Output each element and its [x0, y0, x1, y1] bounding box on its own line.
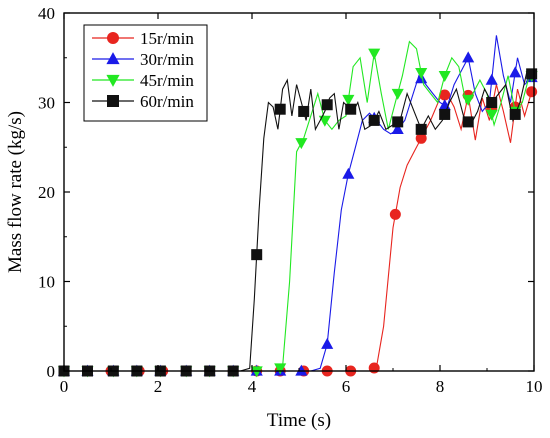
data-point	[486, 97, 498, 108]
legend-marker	[106, 74, 120, 87]
data-point	[526, 86, 538, 98]
data-point	[392, 116, 404, 128]
legend-marker	[107, 95, 119, 107]
data-point	[318, 115, 331, 127]
legend-marker	[107, 32, 119, 44]
data-point	[274, 103, 286, 115]
data-point	[462, 94, 475, 106]
legend-label: 15r/min	[140, 29, 194, 48]
data-point	[295, 364, 308, 376]
data-point	[295, 138, 308, 150]
data-point	[439, 89, 451, 101]
y-tick-label: 40	[38, 4, 55, 23]
legend-label: 30r/min	[140, 50, 194, 69]
y-tick-label: 30	[38, 94, 55, 113]
legend-item-45r/min: 45r/min	[92, 71, 194, 90]
x-tick-label: 10	[526, 377, 543, 396]
data-point	[526, 68, 538, 80]
axes-layer: 0 2 4 6 8 10 0 10 20 30 40	[38, 4, 543, 396]
data-point	[298, 105, 310, 117]
legend-item-60r/min: 60r/min	[92, 92, 194, 111]
data-point	[485, 109, 498, 121]
data-point	[251, 249, 263, 261]
data-point	[415, 132, 427, 144]
series-15r/min	[58, 84, 538, 377]
series-line	[64, 84, 533, 372]
y-tick-label: 20	[38, 183, 55, 202]
data-point	[321, 99, 333, 111]
data-point	[321, 337, 334, 349]
x-tick-label: 0	[60, 377, 69, 396]
data-point	[368, 48, 381, 60]
data-point	[368, 362, 380, 374]
legend-marker	[106, 52, 120, 65]
x-tick-label: 4	[248, 377, 257, 396]
legend-label: 60r/min	[140, 92, 194, 111]
data-point	[391, 123, 404, 135]
data-point	[438, 70, 451, 82]
data-point	[342, 94, 355, 106]
data-point	[391, 88, 404, 100]
x-axis-title: Time (s)	[267, 410, 331, 431]
data-point	[462, 51, 475, 63]
y-tick-label: 10	[38, 273, 55, 292]
x-tick-label: 8	[436, 377, 445, 396]
data-point	[345, 103, 357, 115]
data-point	[274, 363, 287, 375]
legend-item-15r/min: 15r/min	[92, 29, 194, 48]
data-point	[389, 208, 401, 220]
data-point	[250, 366, 263, 378]
data-point	[462, 116, 474, 128]
data-point	[415, 123, 427, 135]
legend-label: 45r/min	[140, 71, 194, 90]
data-point	[415, 67, 428, 79]
data-point	[509, 66, 522, 78]
data-point	[342, 167, 355, 179]
legend-box	[83, 24, 208, 122]
x-tick-label: 2	[154, 377, 163, 396]
data-point	[485, 73, 498, 85]
y-axis-title: Mass flow rate (kg/s)	[5, 111, 26, 273]
y-tick-label: 0	[47, 362, 56, 381]
x-tick-label: 6	[342, 377, 351, 396]
data-point	[439, 108, 451, 120]
data-point	[509, 108, 521, 120]
legend: 15r/min 30r/min 45r/min 60r/min	[83, 24, 208, 122]
data-point	[368, 114, 380, 126]
legend-item-30r/min: 30r/min	[92, 50, 194, 69]
